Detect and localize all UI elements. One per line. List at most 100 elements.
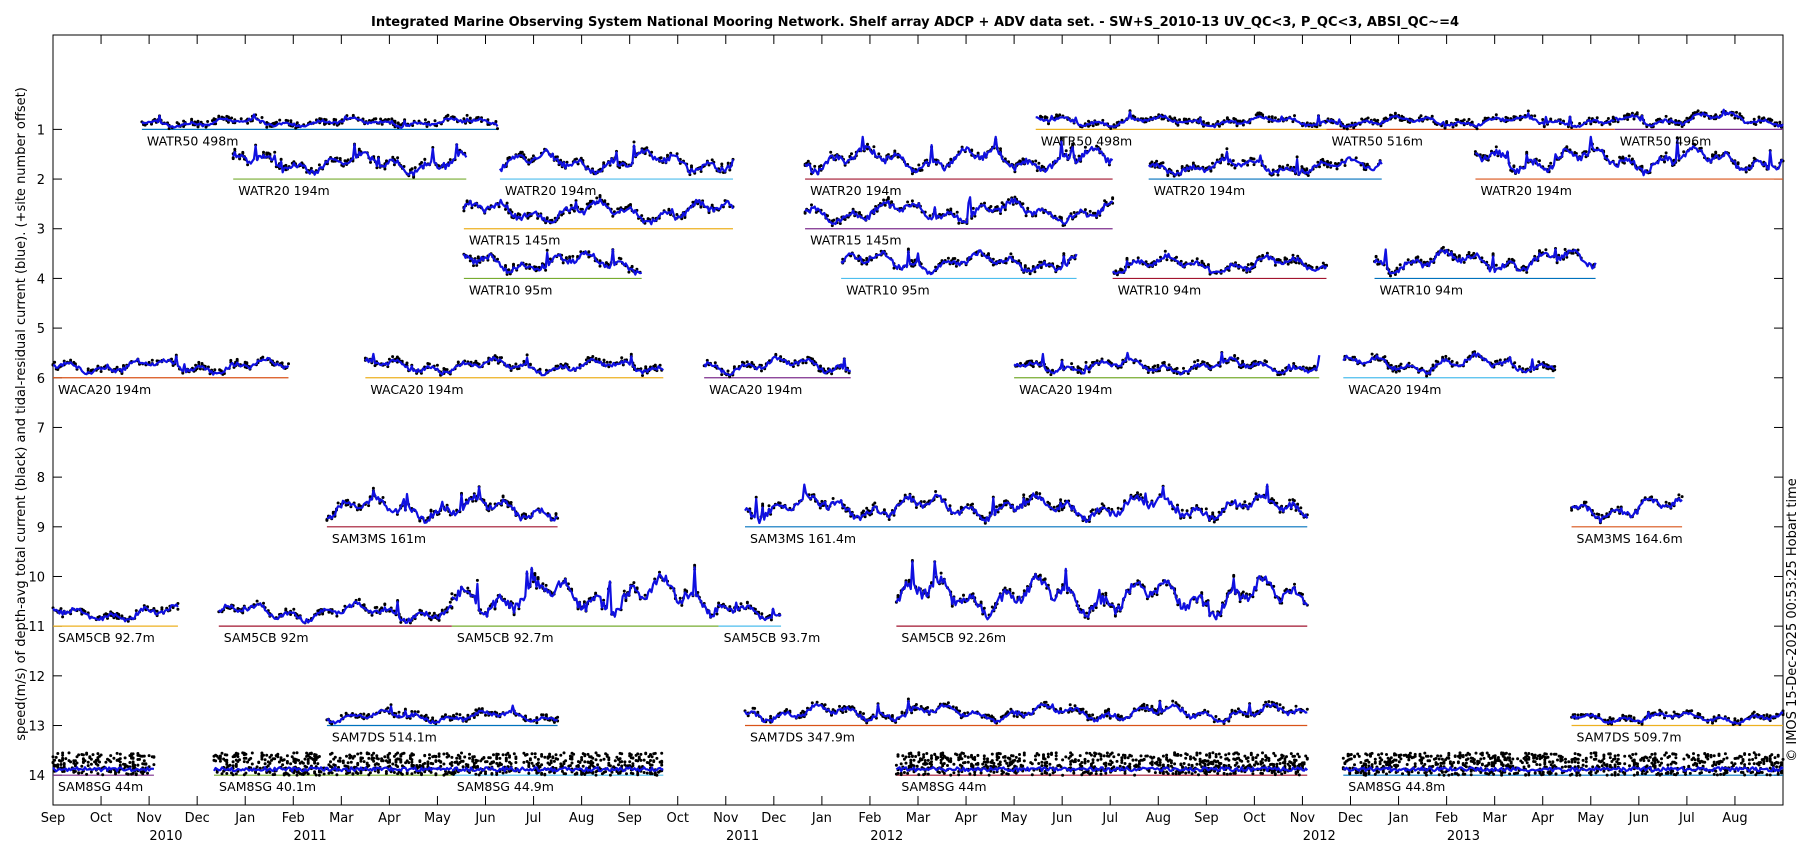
x-tick-label: Nov [713,811,739,826]
x-tick-label: Dec [185,811,210,826]
residual-current-line [1373,248,1597,275]
deployment-sam5cb [51,602,180,627]
year-label: 2012 [1303,829,1336,844]
x-tick-label: Oct [1243,811,1265,826]
x-tick-label: Jul [525,811,542,826]
x-tick-label: Feb [282,811,305,826]
deployment-sam3ms [325,485,560,528]
deployment-watr10 [1373,245,1597,280]
deployment-label: SAM3MS 161m [332,531,426,546]
residual-current-line [498,144,735,176]
residual-current-line [1111,252,1328,275]
deployment-label: WATR50 516m [1331,133,1423,148]
deployment-label: SAM8SG 44.9m [457,779,554,794]
deployment-watr50 [1035,109,1329,130]
total-current-points [450,563,719,619]
y-tick-label: 5 [37,322,45,337]
deployment-label: SAM7DS 514.1m [332,730,437,745]
residual-current-line [1342,766,1784,773]
deployment-label: WATR50 498m [1041,133,1133,148]
residual-current-line [804,135,1114,176]
total-current-points [325,703,560,726]
residual-current-line [326,486,558,524]
year-label: 2012 [870,829,903,844]
residual-current-line [744,483,1309,525]
residual-current-line [141,113,499,129]
deployment-label: WACA20 194m [1348,382,1441,397]
deployment-sam5cb [450,563,720,627]
residual-current-line [1570,711,1784,725]
residual-current-line [218,600,453,625]
deployment-waca20 [51,353,291,379]
x-tick-label: Jul [1678,811,1695,826]
x-tick-label: Dec [761,811,786,826]
x-tick-label: Jun [474,811,495,826]
deployment-sam8sg [212,751,454,777]
deployment-label: WATR20 194m [505,183,596,198]
deployment-label: WATR20 194m [810,183,902,198]
x-tick-label: Aug [1722,811,1747,826]
residual-current-line [744,700,1308,724]
deployment-watr20 [1147,147,1383,180]
x-tick-label: Sep [41,811,66,826]
y-tick-label: 3 [37,223,45,238]
total-current-points [51,751,156,777]
deployment-label: SAM7DS 509.7m [1577,730,1682,745]
x-tick-label: Mar [1482,811,1507,826]
deployment-sam5cb [894,559,1309,627]
deployment-watr10 [1111,249,1329,280]
x-tick-label: Sep [1194,811,1219,826]
chart-title: Integrated Marine Observing System Natio… [371,15,1459,30]
deployment-watr20 [498,140,735,180]
residual-current-line [213,766,453,773]
deployment-watr20 [1473,135,1785,180]
deployment-sam8sg [894,751,1309,777]
residual-current-line [703,355,852,377]
deployment-label: WATR20 194m [1154,183,1246,198]
residual-current-line [1035,110,1328,129]
x-tick-label: Jan [1388,811,1409,826]
residual-current-line [52,603,179,623]
deployment-label: WATR15 145m [469,233,561,248]
deployment-watr50 [140,113,500,131]
deployment-sam5cb [217,597,454,627]
deployment-waca20 [702,352,852,379]
x-tick-label: Dec [1338,811,1363,826]
deployment-watr15 [803,195,1115,230]
deployment-label: SAM5CB 92.7m [58,630,155,645]
x-tick-label: Sep [617,811,642,826]
deployment-label: WATR20 194m [1480,183,1572,198]
total-current-points [894,751,1309,777]
residual-current-line [895,766,1309,773]
x-tick-label: Oct [90,811,112,826]
x-tick-label: Feb [858,811,881,826]
x-tick-label: Apr [955,811,978,826]
y-axis-label: speed(m/s) of depth-avg total current (b… [14,87,29,741]
deployment-sam3ms [1570,493,1684,528]
y-tick-label: 6 [37,372,45,387]
residual-current-line [1326,112,1616,129]
y-tick-label: 8 [37,471,45,486]
x-tick-label: Apr [378,811,401,826]
total-current-points [231,142,467,179]
x-tick-label: Mar [329,811,354,826]
residual-current-line [804,196,1114,226]
y-tick-label: 10 [28,570,45,585]
y-tick-label: 4 [37,272,45,287]
x-tick-label: Jul [1101,811,1118,826]
total-current-points [462,194,735,225]
copyright-note: © IMOS 15-Dec-2025 00:53:25 Hobart time [1785,478,1800,762]
deployment-waca20 [1013,351,1321,379]
x-tick-label: Oct [666,811,688,826]
deployment-label: SAM5CB 92.7m [457,630,554,645]
residual-current-line [1474,135,1783,177]
deployment-label: SAM7DS 347.9m [750,730,855,745]
deployment-watr50 [1613,108,1784,130]
deployment-watr20 [231,142,468,180]
x-tick-label: Jan [811,811,832,826]
residual-current-line [717,601,782,622]
deployment-label: SAM3MS 164.6m [1577,531,1683,546]
deployment-watr20 [803,135,1114,180]
deployment-labels: WATR50 498m WATR50 498m WATR50 516m WATR50 … [58,133,1711,794]
